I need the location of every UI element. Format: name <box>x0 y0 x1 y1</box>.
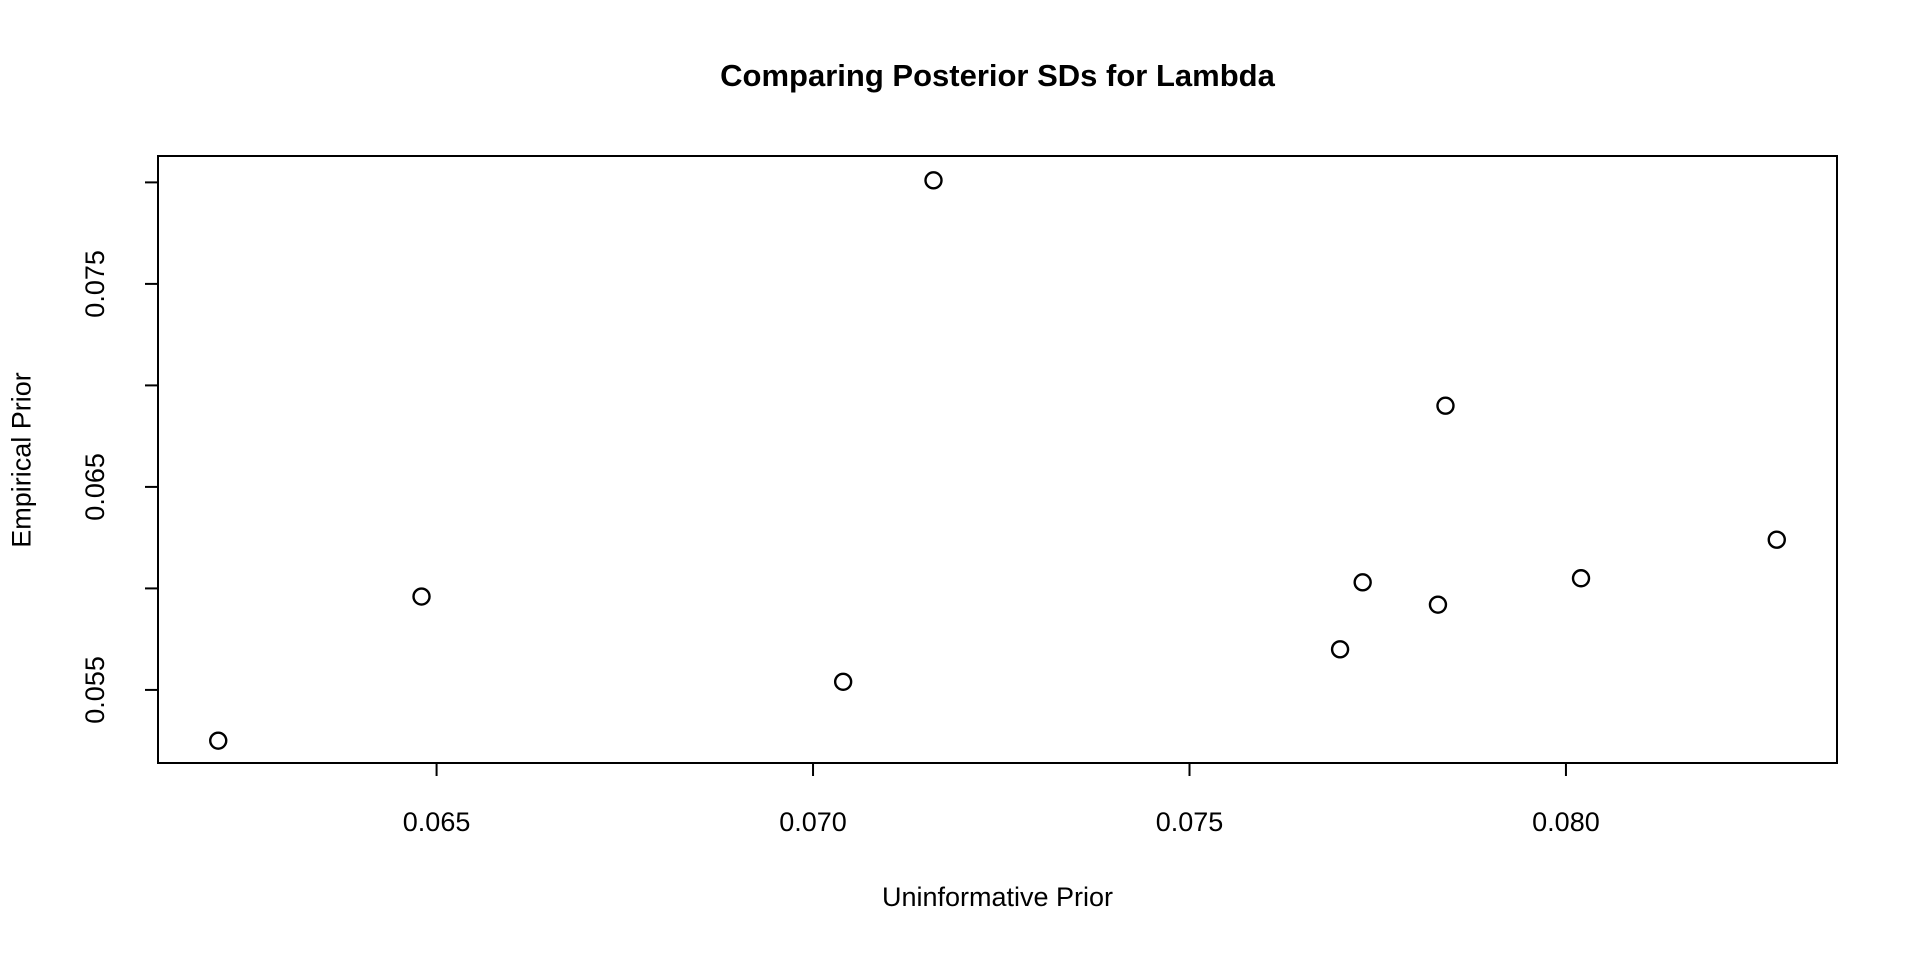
data-point <box>1436 396 1455 415</box>
data-point <box>209 731 228 750</box>
data-point <box>412 587 431 606</box>
data-point <box>1353 573 1372 592</box>
x-axis-title: Uninformative Prior <box>881 882 1114 912</box>
plot-box <box>157 155 1838 764</box>
data-point <box>1330 640 1350 659</box>
x-tick-label: 0.070 <box>779 807 847 837</box>
y-tick-label: 0.055 <box>80 656 110 724</box>
y-tick-label: 0.075 <box>80 250 110 318</box>
chart-title: Comparing Posterior SDs for Lambda <box>720 58 1275 93</box>
x-tick-label: 0.080 <box>1532 807 1600 837</box>
data-point <box>924 171 943 190</box>
x-tick-label: 0.065 <box>403 807 471 837</box>
x-tick-label: 0.075 <box>1156 807 1224 837</box>
y-tick-label: 0.065 <box>80 453 110 521</box>
data-point <box>1571 569 1591 588</box>
data-point <box>1428 595 1448 614</box>
data-point <box>1767 530 1786 549</box>
data-point <box>833 672 853 691</box>
